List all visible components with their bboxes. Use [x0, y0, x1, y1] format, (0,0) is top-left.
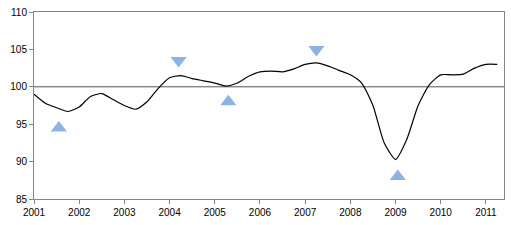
svg-text:2008: 2008 [339, 207, 362, 218]
svg-text:110: 110 [11, 7, 27, 18]
svg-text:2002: 2002 [68, 207, 91, 218]
svg-text:2010: 2010 [430, 207, 453, 218]
svg-text:2003: 2003 [113, 207, 136, 218]
svg-text:2004: 2004 [158, 207, 181, 218]
svg-text:2001: 2001 [23, 207, 46, 218]
svg-text:90: 90 [16, 156, 28, 167]
svg-text:2005: 2005 [204, 207, 227, 218]
svg-text:85: 85 [16, 194, 28, 205]
svg-text:2007: 2007 [294, 207, 317, 218]
svg-text:95: 95 [16, 119, 28, 130]
svg-text:105: 105 [10, 44, 27, 55]
svg-text:100: 100 [10, 81, 27, 92]
svg-text:2006: 2006 [249, 207, 272, 218]
svg-text:2009: 2009 [384, 207, 407, 218]
svg-text:2011: 2011 [475, 207, 497, 218]
